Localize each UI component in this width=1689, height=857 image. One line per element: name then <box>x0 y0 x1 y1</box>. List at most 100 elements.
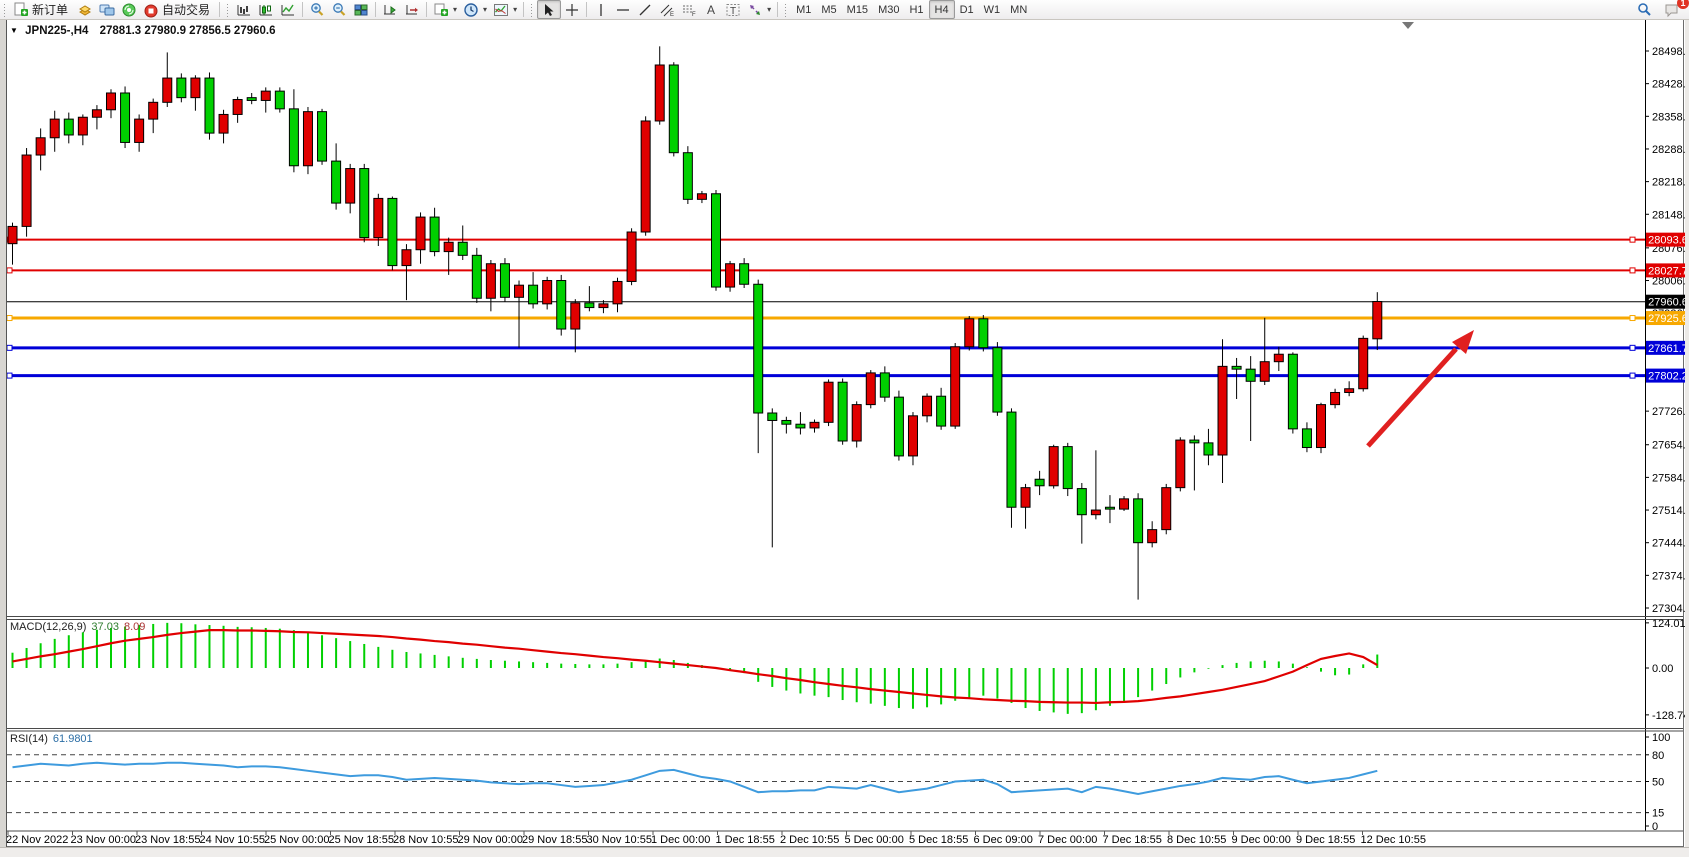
tile-windows-button[interactable] <box>350 1 372 18</box>
vertical-line-tool-button[interactable] <box>590 1 612 18</box>
terminals-button[interactable] <box>96 1 118 18</box>
new-chart-button[interactable]: ▾ <box>430 1 460 18</box>
tab-timeframe-w1[interactable]: W1 <box>983 3 1001 16</box>
time-axis-label: 1 Dec 00:00 <box>651 834 710 846</box>
tab-timeframe-m15[interactable]: M15 <box>846 3 869 16</box>
line-handle[interactable] <box>1629 315 1636 322</box>
candle <box>1245 368 1256 382</box>
line-handle[interactable] <box>1629 236 1636 243</box>
new-order-button[interactable]: 新订单 <box>10 1 74 18</box>
candle <box>176 77 187 99</box>
price-tick-label: 27584.0 <box>1652 472 1689 484</box>
toolbar-grip[interactable] <box>530 2 535 17</box>
candle <box>63 118 74 136</box>
line-handle[interactable] <box>6 315 13 322</box>
indicators-icon <box>493 2 509 18</box>
crosshair-tool-button[interactable] <box>561 1 583 18</box>
new-chart-icon <box>433 2 449 18</box>
line-handle[interactable] <box>6 372 13 379</box>
candle <box>1301 428 1312 449</box>
search-button[interactable] <box>1633 1 1655 18</box>
horizontal-line-tool-button[interactable] <box>612 1 634 18</box>
tab-timeframe-h4[interactable]: H4 <box>928 0 955 19</box>
price-tick-label: 27374.0 <box>1652 570 1689 582</box>
trend-arrow-head[interactable] <box>1452 330 1474 354</box>
candle <box>654 64 665 122</box>
market-button[interactable] <box>74 1 96 18</box>
text-label-icon: T <box>725 2 741 18</box>
candle <box>471 254 482 299</box>
candle <box>105 92 116 111</box>
candle <box>711 193 721 288</box>
price-tag-label: 27802.2 <box>1648 371 1688 383</box>
line-handle[interactable] <box>6 267 13 274</box>
price-tick-label: 28358.0 <box>1652 111 1689 123</box>
candle <box>837 381 848 442</box>
macd-indicator-label: MACD(12,26,9) 37.03 8.09 <box>10 621 145 633</box>
search-icon <box>1636 2 1652 18</box>
zoom-out-icon <box>331 2 347 18</box>
cursor-tool-button[interactable] <box>537 0 562 19</box>
line-handle[interactable] <box>6 344 13 351</box>
line-handle[interactable] <box>1629 372 1636 379</box>
candle <box>246 97 257 101</box>
tab-timeframe-m1[interactable]: M1 <box>796 3 812 16</box>
chart-candles-button[interactable] <box>255 1 277 18</box>
candle <box>1372 301 1383 340</box>
bar-chart-icon <box>236 2 252 18</box>
tab-timeframe-m30[interactable]: M30 <box>878 3 900 16</box>
label-tool-button[interactable]: T <box>722 1 744 18</box>
tab-timeframe-mn[interactable]: MN <box>1010 3 1028 16</box>
channel-tool-button[interactable]: E <box>656 1 678 18</box>
chart-bars-button[interactable] <box>233 1 255 18</box>
indicators-button[interactable]: ▾ <box>490 1 520 18</box>
time-axis-label: 25 Nov 18:55 <box>329 834 394 846</box>
candle <box>1203 442 1214 456</box>
price-tag-label: 27925.6 <box>1648 313 1688 325</box>
tab-timeframe-d1[interactable]: D1 <box>959 3 974 16</box>
fibonacci-tool-button[interactable]: F <box>678 1 700 18</box>
tile-windows-icon <box>353 2 369 18</box>
toolbar-grip[interactable] <box>3 2 7 17</box>
trendline-tool-button[interactable] <box>634 1 656 18</box>
tab-timeframe-m5[interactable]: M5 <box>821 3 837 16</box>
candle <box>879 372 890 398</box>
arrows-tool-button[interactable]: ▾ <box>744 1 774 18</box>
main-toolbar: 新订单 自动交易 <box>0 0 1689 20</box>
candle <box>1217 365 1228 456</box>
collapse-arrow-icon[interactable]: ▼ <box>10 26 18 35</box>
periods-button[interactable]: ▾ <box>460 1 490 18</box>
rsi-indicator-label: RSI(14) 61.9801 <box>10 733 93 745</box>
chart-line-button[interactable] <box>277 1 299 18</box>
zoom-in-button[interactable] <box>306 1 328 18</box>
candle <box>809 421 820 429</box>
price-tick-label: 28498.0 <box>1652 46 1689 58</box>
svg-text:A: A <box>707 3 715 17</box>
toolbar-grip[interactable] <box>226 2 231 17</box>
candle <box>739 263 750 285</box>
rsi-value: 61.9801 <box>52 733 93 745</box>
rsi-tick-label: 0 <box>1652 821 1658 833</box>
tab-timeframe-h1[interactable]: H1 <box>909 3 924 16</box>
macd-tick-label: 124.01 <box>1652 618 1686 630</box>
auto-trading-button[interactable]: 自动交易 <box>140 1 216 18</box>
trend-arrow-object[interactable] <box>1366 347 1458 448</box>
auto-scroll-button[interactable] <box>379 1 401 18</box>
chart-shift-button[interactable] <box>401 1 423 18</box>
vertical-line-icon <box>593 2 609 18</box>
zoom-out-button[interactable] <box>328 1 350 18</box>
toolbar-grip[interactable] <box>784 2 789 17</box>
text-tool-button[interactable]: A <box>700 1 722 18</box>
candle <box>907 415 918 457</box>
signals-button[interactable] <box>118 1 140 18</box>
line-handle[interactable] <box>1629 267 1636 274</box>
chart-shift-marker[interactable] <box>1402 22 1414 29</box>
equidistant-channel-icon: E <box>659 2 675 18</box>
svg-text:E: E <box>670 12 674 18</box>
notifications-button[interactable]: 1 <box>1661 0 1689 18</box>
candle <box>598 303 609 309</box>
candlestick-chart-icon <box>258 2 274 18</box>
line-handle[interactable] <box>1629 344 1636 351</box>
clock-icon <box>463 2 479 18</box>
